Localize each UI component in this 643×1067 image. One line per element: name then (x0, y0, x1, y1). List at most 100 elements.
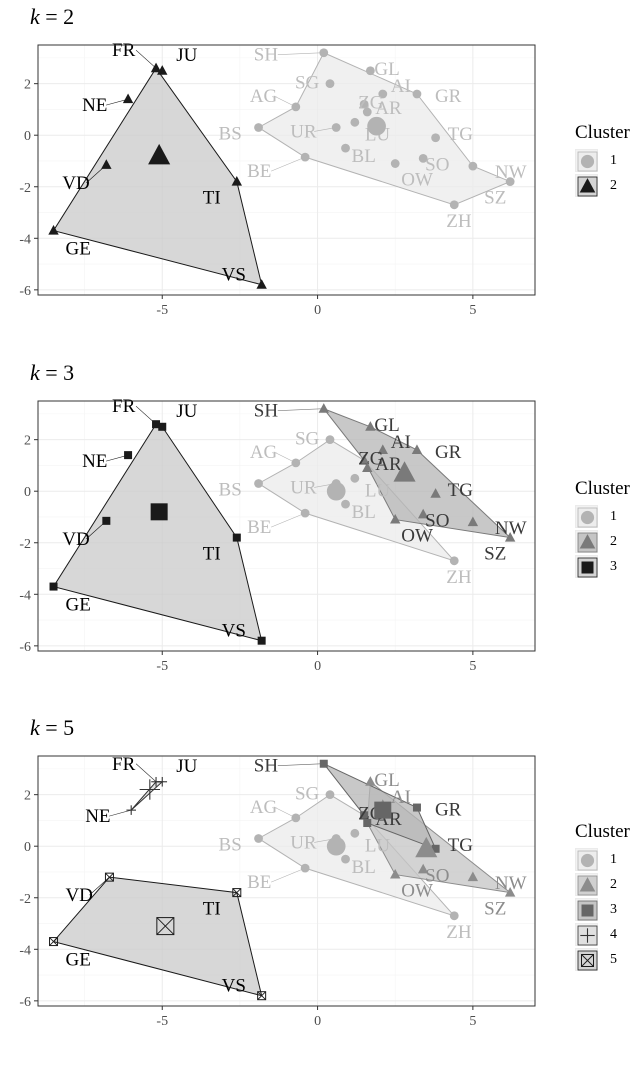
label-leader (89, 876, 110, 896)
point-label: JU (176, 756, 197, 777)
point-label: ZH (446, 567, 472, 588)
data-point (49, 582, 58, 591)
label-leader (314, 127, 337, 132)
legend-item: 2 (575, 529, 630, 554)
legend-item: 1 (575, 148, 630, 173)
point-label: NE (82, 451, 107, 472)
data-point (257, 991, 267, 1001)
point-label: BL (352, 146, 376, 167)
y-tick-label: -2 (19, 181, 31, 196)
point-label: ZH (446, 922, 472, 943)
point-label: BE (247, 872, 271, 893)
data-point (48, 224, 59, 235)
y-tick-label: -4 (19, 232, 31, 247)
point-label: SZ (484, 899, 506, 920)
data-point (467, 871, 479, 882)
data-point (449, 200, 459, 210)
point-label: ZH (446, 211, 472, 232)
data-point (467, 516, 479, 527)
point-label: SG (295, 73, 320, 94)
point-label: VS (222, 621, 246, 642)
data-point (430, 488, 441, 498)
cluster-4-centroid (139, 779, 161, 800)
data-point (449, 911, 459, 921)
label-leader (135, 49, 157, 69)
y-tick-label: 0 (24, 129, 31, 144)
panel-k5: k = 5 SH GR ZG AR TG GL AI SO NW OW SZ SG AG UR BS BL LU… (0, 711, 643, 1067)
point-label: AR (375, 98, 402, 119)
point-label: GL (374, 415, 399, 436)
point-label: AG (250, 86, 278, 107)
legend-title: Cluster (575, 821, 630, 842)
data-point (49, 937, 59, 947)
data-point (417, 863, 429, 874)
legend-label: 2 (610, 177, 617, 193)
label-leader (277, 408, 324, 412)
data-point (122, 93, 134, 104)
point-label: NW (495, 518, 527, 539)
point-label: FR (112, 396, 136, 417)
point-label: BL (352, 857, 376, 878)
data-point (412, 803, 421, 812)
point-label: GR (435, 442, 462, 463)
legend-key (575, 898, 598, 921)
point-label: TG (448, 124, 474, 145)
point-label: GR (435, 86, 462, 107)
data-point (350, 117, 360, 127)
point-label: AI (391, 787, 411, 808)
legend-item: 2 (575, 872, 630, 897)
point-label: OW (401, 526, 433, 547)
legend-label: 3 (610, 558, 617, 574)
point-label: SH (254, 756, 279, 777)
y-tick-label: -2 (19, 892, 31, 907)
point-label: BS (219, 479, 242, 500)
point-label: TG (448, 835, 474, 856)
plot-border (37, 400, 536, 652)
point-label: AI (391, 76, 411, 97)
label-leader (277, 763, 324, 767)
data-point (505, 177, 515, 186)
point-label: OW (401, 881, 433, 902)
legend-key (575, 948, 598, 971)
y-tick-label: -4 (19, 588, 31, 603)
legend-key (575, 505, 598, 528)
legend-symbol (581, 954, 594, 967)
y-tick-label: -6 (19, 995, 31, 1010)
cluster-5-centroid (156, 917, 175, 936)
cluster-2-centroid (393, 461, 416, 482)
data-point (150, 62, 162, 73)
data-point (377, 444, 388, 454)
panel-title: k = 3 (30, 360, 75, 385)
y-tick-label: -6 (19, 284, 31, 299)
point-label: AR (375, 454, 402, 475)
data-point (102, 516, 111, 525)
point-label: SH (254, 401, 279, 422)
legend-label: 2 (610, 533, 617, 549)
data-point (468, 161, 478, 171)
label-leader (106, 98, 129, 106)
point-label: JU (176, 401, 197, 422)
panel-k3: k = 3 SH GL AI GR ZG AR TG SO NW OW SZ SG AG UR BS BL LU… (0, 356, 643, 712)
data-point (318, 403, 329, 413)
point-label: SZ (484, 544, 506, 565)
cluster-3-centroid (374, 801, 392, 819)
legend-label: 1 (610, 508, 617, 524)
data-point (411, 444, 423, 454)
panel-title: k = 5 (30, 715, 75, 740)
data-point (390, 513, 401, 524)
point-label: VS (222, 265, 246, 286)
point-label: GE (66, 595, 91, 616)
data-point (360, 811, 369, 820)
legend-key (575, 873, 598, 896)
data-point (350, 473, 360, 483)
point-label: ZG (358, 92, 384, 113)
point-label: NE (85, 806, 110, 827)
point-label: AI (391, 432, 411, 453)
point-label: SZ (484, 188, 506, 209)
y-tick-label: 2 (24, 78, 31, 93)
point-label: UR (290, 477, 317, 498)
data-point (504, 531, 516, 542)
point-label: BE (247, 161, 271, 182)
data-point (359, 99, 369, 109)
